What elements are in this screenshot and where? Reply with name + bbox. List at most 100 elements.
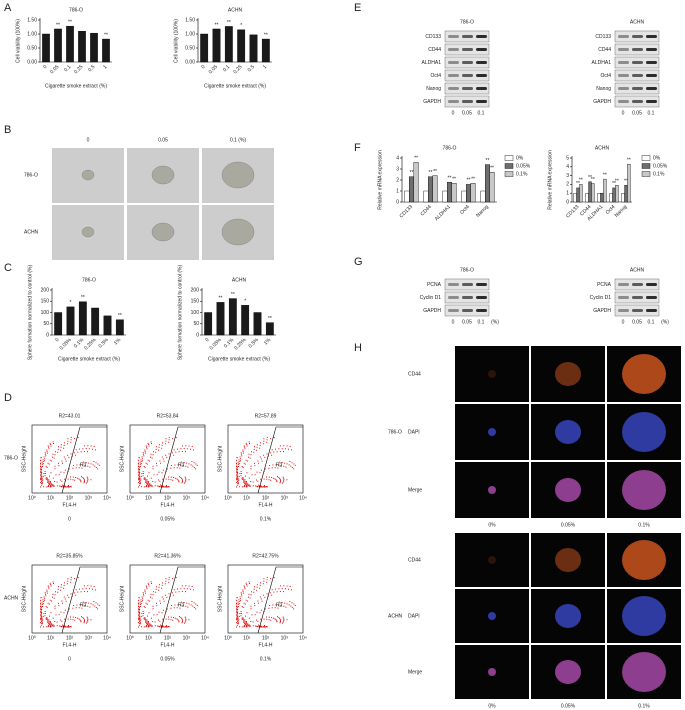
bar [91, 307, 100, 336]
band [646, 283, 657, 286]
protein-label: CD44 [428, 47, 441, 53]
significance-label: ** [452, 177, 456, 183]
x-tick-label: 10⁰ [126, 495, 134, 501]
cell-cluster [555, 420, 581, 444]
fluorescence-image [455, 533, 529, 587]
condition-label: 0.05% [561, 703, 576, 709]
gate-label: R2 [276, 602, 283, 608]
bar [451, 183, 457, 203]
bar [612, 187, 616, 203]
band [646, 74, 657, 77]
condition-label: 0.1% [260, 656, 272, 662]
x-tick-label: 10² [66, 635, 74, 641]
chart-title: 786-O [82, 277, 96, 283]
protein-label: ALDHA1 [422, 60, 442, 66]
band [448, 296, 459, 299]
significance-label: ** [615, 179, 619, 185]
x-tick-label: 10² [66, 495, 74, 501]
bar [228, 298, 237, 336]
band [448, 48, 459, 51]
panel-letter: E [354, 2, 361, 14]
column-label: 0 [87, 137, 90, 143]
band [632, 74, 643, 77]
bar [485, 164, 490, 203]
significance-label: ** [627, 157, 631, 163]
band [476, 309, 487, 312]
x-axis-label: FL4-H [63, 642, 77, 648]
significance-label: ** [104, 32, 108, 38]
bar [461, 190, 467, 203]
stain-label: Merge [408, 487, 422, 493]
y-tick-label: 200 [41, 287, 50, 293]
bar [409, 176, 414, 203]
lane-label: (%) [491, 319, 499, 325]
bar [579, 184, 583, 203]
protein-label: Nanog [596, 86, 611, 92]
y-axis-label: Cell viability (100%) [173, 19, 179, 63]
bar [413, 162, 419, 203]
plot-frame [227, 564, 304, 634]
x-tick-label: 10² [262, 495, 270, 501]
blot-title: 786-O [460, 267, 474, 273]
bar [237, 29, 246, 63]
bar [627, 163, 631, 203]
significance-label: ** [579, 178, 583, 184]
x-tick-label: 10³ [85, 635, 93, 641]
protein-label: Oct4 [600, 73, 611, 79]
protein-label: CD44 [598, 47, 611, 53]
legend-swatch [641, 171, 651, 177]
band [448, 35, 459, 38]
protein-label: Nanog [426, 86, 441, 92]
bar [621, 192, 625, 203]
significance-label: ** [231, 292, 235, 298]
condition-label: 0.05% [561, 522, 576, 528]
x-axis-label: Cigarette smoke extract (%) [204, 83, 266, 89]
bar [447, 181, 452, 203]
bar [404, 190, 410, 203]
band [646, 296, 657, 299]
cell-cluster [488, 668, 496, 676]
x-tick-label: 0.1 [63, 64, 72, 73]
y-tick-label: 50 [43, 321, 49, 327]
y-tick-label: 1 [566, 191, 569, 197]
sphere [81, 226, 95, 238]
bar [591, 183, 595, 203]
protein-label: GAPDH [423, 99, 441, 105]
band [618, 35, 629, 38]
condition-label: 0 [68, 516, 71, 522]
gate-label: R2 [276, 462, 283, 468]
sphere [221, 161, 255, 189]
significance-label: ** [433, 169, 437, 175]
x-tick-label: 0.05% [209, 337, 224, 352]
event-cloud [40, 576, 100, 628]
protein-label: GAPDH [423, 308, 441, 314]
x-tick-label: 10⁰ [28, 495, 36, 501]
bar [66, 25, 74, 63]
band [632, 35, 643, 38]
group-label: 786-O [388, 429, 402, 435]
gate [61, 426, 107, 494]
cell-cluster [622, 470, 666, 510]
x-tick-label: 10² [262, 635, 270, 641]
condition-label: 0.05% [160, 656, 175, 662]
stain-label: CD44 [408, 557, 421, 563]
panel-letter: A [4, 2, 12, 14]
band [618, 61, 629, 64]
bar [480, 190, 486, 203]
band [618, 309, 629, 312]
band [448, 283, 459, 286]
band [646, 100, 657, 103]
legend-swatch [504, 155, 514, 161]
legend-label: 0.1% [516, 171, 528, 177]
chart-title: ACHN [232, 277, 247, 283]
event-cloud [236, 576, 296, 628]
x-tick-label: 1% [263, 337, 273, 347]
x-tick-label: 10¹ [145, 635, 153, 641]
sphere [151, 222, 175, 242]
band [632, 296, 643, 299]
band [632, 100, 643, 103]
significance-label: ** [429, 170, 433, 176]
x-tick-label: Nanog [614, 204, 629, 219]
stain-label: DAPI [408, 613, 420, 619]
bar [78, 301, 87, 336]
